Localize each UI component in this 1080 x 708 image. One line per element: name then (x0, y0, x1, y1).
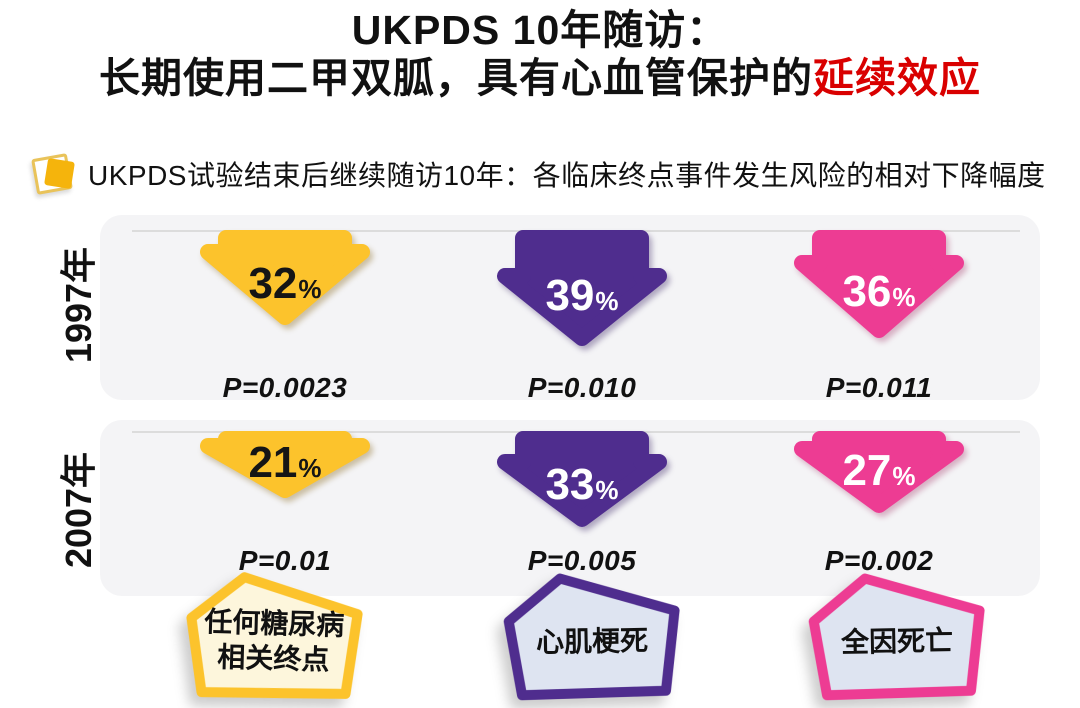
reduction-value: 32% (248, 259, 322, 308)
title-highlight: 延续效应 (813, 55, 981, 102)
p-value: P=0.01 (238, 545, 332, 576)
title-line-2: 长期使用二甲双胍，具有心血管保护的延续效应 (99, 55, 981, 102)
reduction-value: 36% (842, 267, 916, 316)
endpoint-myocardial-infarction: 心肌梗死 (496, 568, 688, 703)
cell-2007-all-cause-death: 27% P=0.002 (769, 431, 989, 577)
subtitle-text: UKPDS试验结束后继续随访10年：各临床终点事件发生风险的相对下降幅度 (88, 160, 1046, 191)
subtitle-row: UKPDS试验结束后继续随访10年：各临床终点事件发生风险的相对下降幅度 (26, 146, 1056, 198)
reduction-value: 33% (545, 460, 619, 509)
p-value: P=0.011 (825, 372, 933, 403)
page-title: UKPDS 10年随访： 长期使用二甲双胍，具有心血管保护的延续效应 (0, 6, 1080, 103)
down-arrow-icon (794, 230, 964, 338)
endpoint-label: 任何糖尿病 相关终点 (203, 606, 345, 676)
p-value: P=0.0023 (222, 372, 348, 403)
panel-2007: 21% P=0.01 33% P=0.005 27% P=0.002 (100, 420, 1040, 596)
row-label-2007: 2007年 (58, 451, 99, 569)
down-arrow-icon (794, 431, 964, 513)
cell-1997-myocardial-infarction: 39% P=0.010 (472, 230, 692, 404)
cell-2007-myocardial-infarction: 33% P=0.005 (472, 431, 692, 577)
p-value: P=0.010 (527, 372, 637, 403)
down-arrow-icon (200, 431, 370, 498)
down-arrow-icon (200, 230, 370, 325)
p-value: P=0.005 (527, 545, 637, 576)
endpoint-label: 心肌梗死 (535, 624, 649, 658)
title-line-1: UKPDS 10年随访： (351, 7, 729, 53)
notes-icon (28, 150, 82, 196)
row-label-1997: 1997年 (58, 246, 99, 364)
panel-1997: 32% P=0.0023 39% P=0.010 36% P=0.011 (100, 215, 1040, 403)
pentagon-shape (503, 573, 680, 701)
down-arrow-icon (497, 431, 667, 527)
endpoint-all-cause-death: 全因死亡 (801, 568, 993, 703)
pentagon-shape (808, 573, 985, 701)
reduction-value: 27% (842, 446, 916, 495)
p-value: P=0.002 (824, 545, 934, 576)
reduction-value: 39% (545, 271, 619, 320)
note-front-sheet (44, 158, 75, 189)
down-arrow-icon (497, 230, 667, 346)
endpoint-label: 全因死亡 (840, 624, 954, 658)
cell-1997-all-cause-death: 36% P=0.011 (769, 230, 989, 404)
reduction-value: 21% (248, 438, 322, 487)
cell-1997-any-diabetes-endpoint: 32% P=0.0023 (175, 230, 395, 404)
endpoint-any-diabetes: 任何糖尿病 相关终点 (177, 568, 370, 705)
pentagon-shape (186, 572, 363, 699)
cell-2007-any-diabetes-endpoint: 21% P=0.01 (175, 431, 395, 577)
